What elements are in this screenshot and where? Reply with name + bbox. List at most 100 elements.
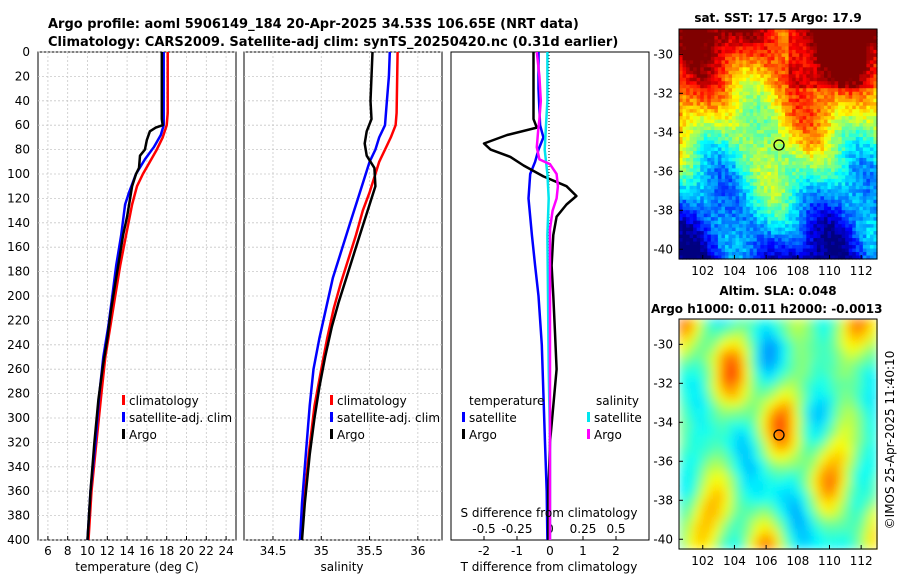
map-cell (728, 119, 733, 124)
map-cell (792, 189, 797, 194)
map-cell (735, 126, 740, 131)
map-cell (718, 384, 725, 390)
map-cell (852, 196, 857, 201)
map-cell (698, 349, 705, 355)
map-cell (831, 126, 836, 131)
map-cell (703, 319, 710, 325)
map-cell (703, 344, 710, 350)
map-cell (820, 119, 825, 124)
map-cell (820, 140, 825, 145)
map-cell (770, 84, 776, 89)
map-cell (721, 29, 726, 34)
map-cell (773, 339, 779, 345)
map-cell (841, 70, 846, 75)
map-cell (778, 77, 783, 82)
map-cell (689, 217, 694, 222)
map-cell (688, 434, 695, 440)
map-cell (816, 210, 822, 215)
map-cell (746, 248, 751, 253)
map-cell (774, 63, 779, 68)
map-cell (696, 168, 701, 173)
map-cell (738, 439, 744, 445)
map-cell (714, 46, 719, 51)
map-cell (682, 70, 687, 75)
map-cell (679, 196, 684, 201)
map-cell (867, 329, 873, 335)
map-cell (838, 46, 843, 51)
map-cell (739, 154, 744, 159)
map-cell (728, 324, 735, 330)
map-cell (838, 130, 843, 135)
map-cell (749, 53, 754, 58)
map-cell (816, 42, 822, 48)
map-cell (822, 419, 829, 425)
map-cell (855, 39, 860, 44)
map-cell (862, 35, 867, 41)
map-cell (739, 192, 744, 197)
map-cell (767, 123, 772, 128)
map-cell (845, 234, 850, 239)
map-cell (866, 220, 871, 225)
map-cell (714, 67, 719, 72)
map-cell (842, 409, 848, 415)
map-cell (746, 109, 751, 114)
map-cell (703, 248, 708, 253)
map-cell (816, 130, 822, 135)
map-cell (735, 157, 740, 163)
map-cell (742, 102, 747, 107)
map-cell (799, 39, 804, 44)
map-cell (714, 53, 719, 58)
map-cell (773, 449, 779, 455)
map-cell (797, 389, 804, 395)
map-cell (845, 140, 850, 145)
map-cell (707, 112, 712, 117)
map-cell (721, 217, 726, 222)
map-cell (763, 354, 769, 360)
map-cell (693, 42, 698, 48)
map-cell (689, 130, 694, 135)
map-cell (788, 32, 793, 37)
map-cell (714, 63, 719, 68)
map-cell (838, 105, 843, 110)
map-cell (869, 147, 875, 152)
map-y-tick-label: -36 (653, 164, 673, 178)
map-cell (778, 424, 784, 430)
map-cell (735, 95, 740, 100)
map-cell (842, 319, 848, 325)
map-cell (679, 454, 685, 460)
map-cell (696, 234, 701, 239)
map-cell (763, 63, 768, 68)
map-cell (735, 39, 740, 44)
map-cell (763, 49, 768, 54)
map-cell (710, 109, 715, 114)
map-cell (732, 109, 737, 114)
map-cell (837, 424, 843, 430)
map-cell (862, 210, 867, 215)
map-cell (866, 144, 871, 149)
map-cell (778, 217, 783, 222)
map-cell (749, 105, 754, 110)
map-cell (795, 224, 800, 229)
map-cell (869, 77, 875, 82)
map-cell (823, 130, 829, 135)
map-cell (718, 409, 725, 415)
map-cell (869, 126, 875, 131)
map-cell (768, 359, 774, 365)
map-cell (837, 444, 843, 450)
map-cell (852, 329, 858, 335)
map-cell (728, 389, 735, 395)
map-cell (714, 189, 719, 194)
map-cell (696, 91, 701, 96)
map-cell (792, 227, 797, 232)
map-cell (763, 379, 769, 385)
map-cell (831, 182, 836, 187)
map-cell (862, 137, 867, 142)
map-cell (855, 185, 860, 190)
map-cell (703, 439, 710, 445)
map-cell (859, 206, 864, 211)
map-cell (738, 444, 744, 450)
map-cell (696, 46, 701, 51)
map-cell (774, 164, 779, 169)
map-cell (857, 334, 863, 340)
map-cell (792, 42, 797, 48)
